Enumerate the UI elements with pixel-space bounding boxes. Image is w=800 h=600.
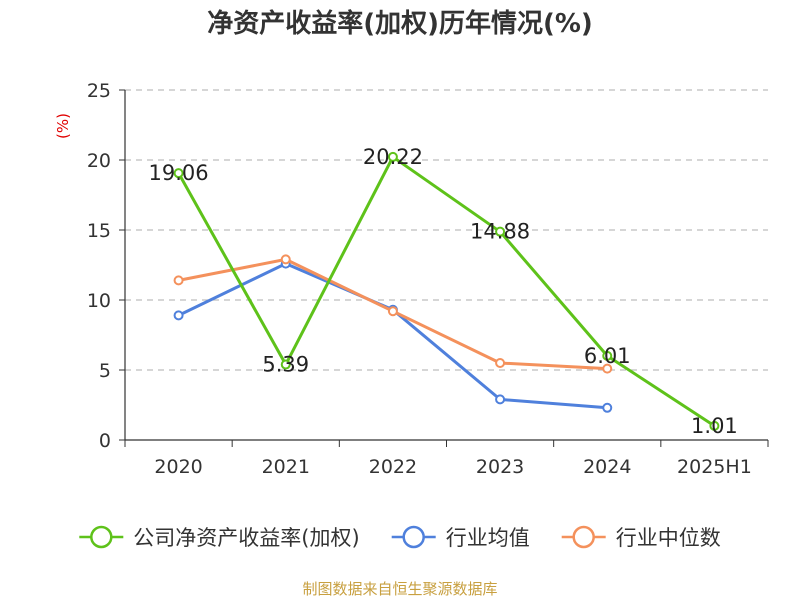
data-point [709, 420, 720, 431]
data-point [495, 358, 506, 368]
series-line [177, 155, 716, 428]
data-labels: 19.06 5.39 20.22 14.88 6.01 1.01 [149, 145, 738, 438]
data-point [387, 151, 398, 162]
data-point [173, 310, 184, 321]
data-label: 1.01 [691, 414, 738, 438]
y-tick-label: 25 [87, 80, 111, 102]
y-tick-label: 0 [99, 430, 111, 452]
legend-marker [572, 525, 595, 549]
legend-marker [90, 525, 113, 549]
series-layer [173, 151, 720, 431]
legend-label: 行业均值 [446, 526, 530, 550]
y-tick-label: 5 [99, 360, 111, 382]
legend-marker [402, 525, 425, 549]
data-label: 14.88 [470, 220, 530, 244]
x-tick-label: 2024 [583, 456, 631, 478]
axes: 0 5 10 15 20 25 2020 2021 2022 2023 2024 2025H1 [87, 80, 769, 478]
data-label: 6.01 [584, 344, 631, 368]
legend: 公司净资产收益率(加权) 行业均值 行业中位数 [79, 525, 721, 550]
legend-label: 公司净资产收益率(加权) [133, 526, 359, 550]
data-point [495, 394, 506, 405]
y-tick-label: 20 [87, 150, 111, 172]
data-label: 20.22 [363, 145, 423, 169]
x-tick-label: 2020 [154, 456, 202, 478]
data-point [280, 254, 291, 265]
x-tick-label: 2022 [369, 456, 417, 478]
legend-item: 公司净资产收益率(加权) [79, 525, 360, 550]
source-note: 制图数据来自恒生聚源数据库 [302, 580, 497, 598]
legend-label: 行业中位数 [616, 526, 721, 550]
legend-item: 行业中位数 [561, 525, 721, 550]
data-label: 19.06 [149, 161, 209, 185]
y-tick-label: 10 [87, 290, 111, 312]
data-point [280, 359, 291, 370]
y-axis-unit: (%) [54, 113, 72, 139]
x-tick-label: 2025H1 [677, 456, 752, 478]
y-tick-label: 15 [87, 220, 111, 242]
grid-lines [125, 89, 768, 371]
chart-title: 净资产收益率(加权)历年情况(%) [207, 8, 593, 39]
data-point [173, 168, 184, 179]
data-point [602, 350, 613, 361]
data-label: 5.39 [262, 353, 309, 377]
legend-item: 行业均值 [391, 525, 530, 550]
x-tick-label: 2021 [262, 456, 310, 478]
data-point [602, 402, 613, 413]
data-point [495, 226, 506, 237]
x-tick-label: 2023 [476, 456, 524, 478]
data-point [387, 306, 398, 317]
data-point [602, 363, 613, 374]
data-point [173, 275, 184, 286]
